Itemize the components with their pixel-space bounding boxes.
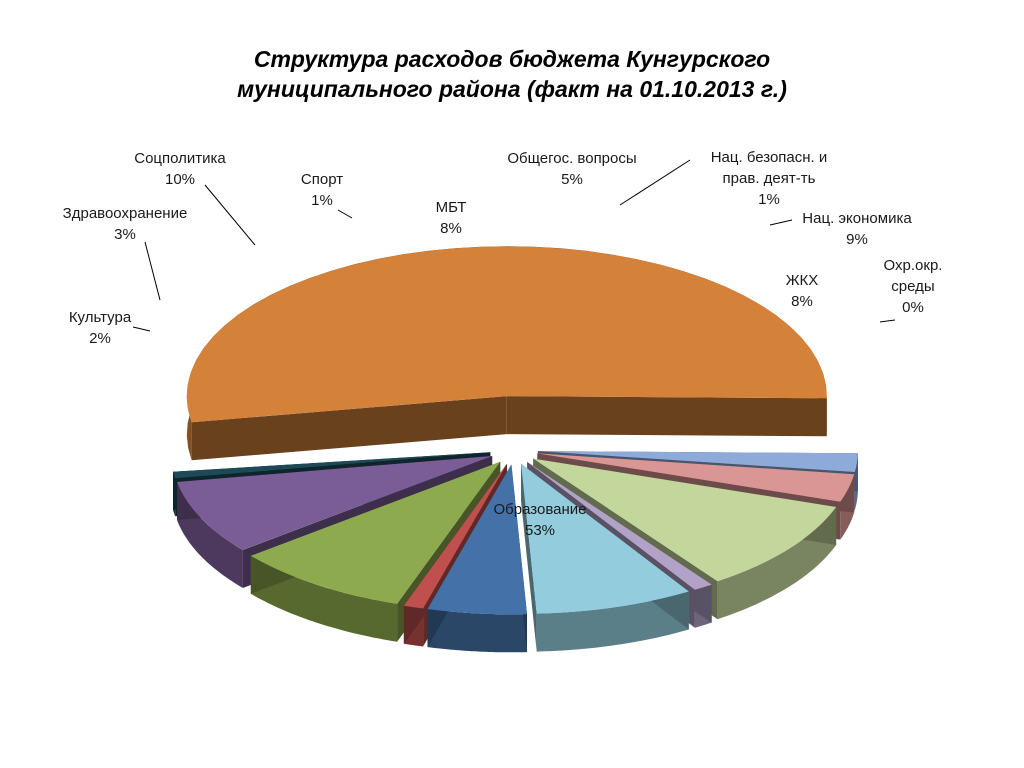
slice-name-label: Нац. экономика: [802, 210, 912, 227]
pie-slice-wall: [191, 396, 507, 461]
pie-slice-top: [537, 453, 855, 502]
slice-value-label: 8%: [440, 220, 462, 237]
pie-slice-top: [521, 463, 689, 614]
label-leader-line: [144, 241, 161, 301]
pie-slice-side: [427, 609, 527, 653]
pie-slice-top: [250, 461, 501, 604]
slice-value-label: 2%: [89, 330, 111, 347]
pie-slice-wall: [521, 463, 537, 652]
pie-slice-top: [427, 464, 527, 615]
pie-slice-top: [527, 462, 712, 590]
pie-slice-top: [403, 463, 507, 609]
pie-slice: [427, 464, 528, 653]
slice-value-label: 1%: [758, 191, 780, 208]
slice-name-label: ЖКХ: [786, 272, 819, 289]
slice-name-label: Здравоохранение: [63, 205, 188, 222]
chart-title: Структура расходов бюджета Кунгурского м…: [0, 44, 1024, 104]
pie-slice-side: [536, 591, 689, 652]
slice-value-label: 3%: [114, 226, 136, 243]
pie-slice-side: [717, 507, 837, 620]
slice-name-label: Общегос. вопросы: [507, 150, 636, 167]
pie-slice-top: [177, 455, 493, 550]
pie-slice-top: [173, 452, 491, 479]
slice-value-label: 9%: [846, 231, 868, 248]
slice-name-label: Нац. безопасн. и: [711, 149, 828, 166]
slice-name-label: Спорт: [301, 171, 343, 188]
chart-title-line-1: Структура расходов бюджета Кунгурского: [253, 46, 771, 72]
slice-name-label: МБТ: [436, 199, 467, 216]
label-leader-line: [879, 319, 896, 323]
pie-slice: [521, 463, 689, 652]
slice-value-label: 5%: [561, 171, 583, 188]
slice-name-label: Соцполитика: [134, 150, 226, 167]
label-leader-line: [619, 159, 691, 206]
label-leader-line: [769, 219, 793, 226]
slice-name-label: среды: [891, 278, 934, 295]
label-leader-line: [132, 326, 151, 332]
chart-title-line-2: муниципального района (факт на 01.10.201…: [237, 76, 787, 102]
slice-value-label: 1%: [311, 192, 333, 209]
slice-value-label: 53%: [525, 522, 555, 539]
pie-slice: [186, 246, 827, 461]
slice-value-label: 0%: [902, 299, 924, 316]
label-leader-line: [337, 209, 353, 219]
pie-slice-top: [537, 451, 858, 472]
slice-value-label: 8%: [791, 293, 813, 310]
slice-name-label: прав. деят-ть: [723, 170, 816, 187]
label-leader-line: [204, 184, 256, 246]
slice-name-label: Образование: [494, 501, 587, 518]
slice-value-label: 10%: [165, 171, 195, 188]
pie-slice-top: [533, 458, 837, 582]
pie-slice-top: [186, 246, 827, 423]
pie-slice-wall: [403, 463, 507, 644]
pie-slice-side: [177, 482, 243, 588]
pie-slice-wall: [506, 396, 827, 437]
slice-name-label: Охр.окр.: [884, 257, 943, 274]
slice-name-label: Культура: [69, 309, 132, 326]
